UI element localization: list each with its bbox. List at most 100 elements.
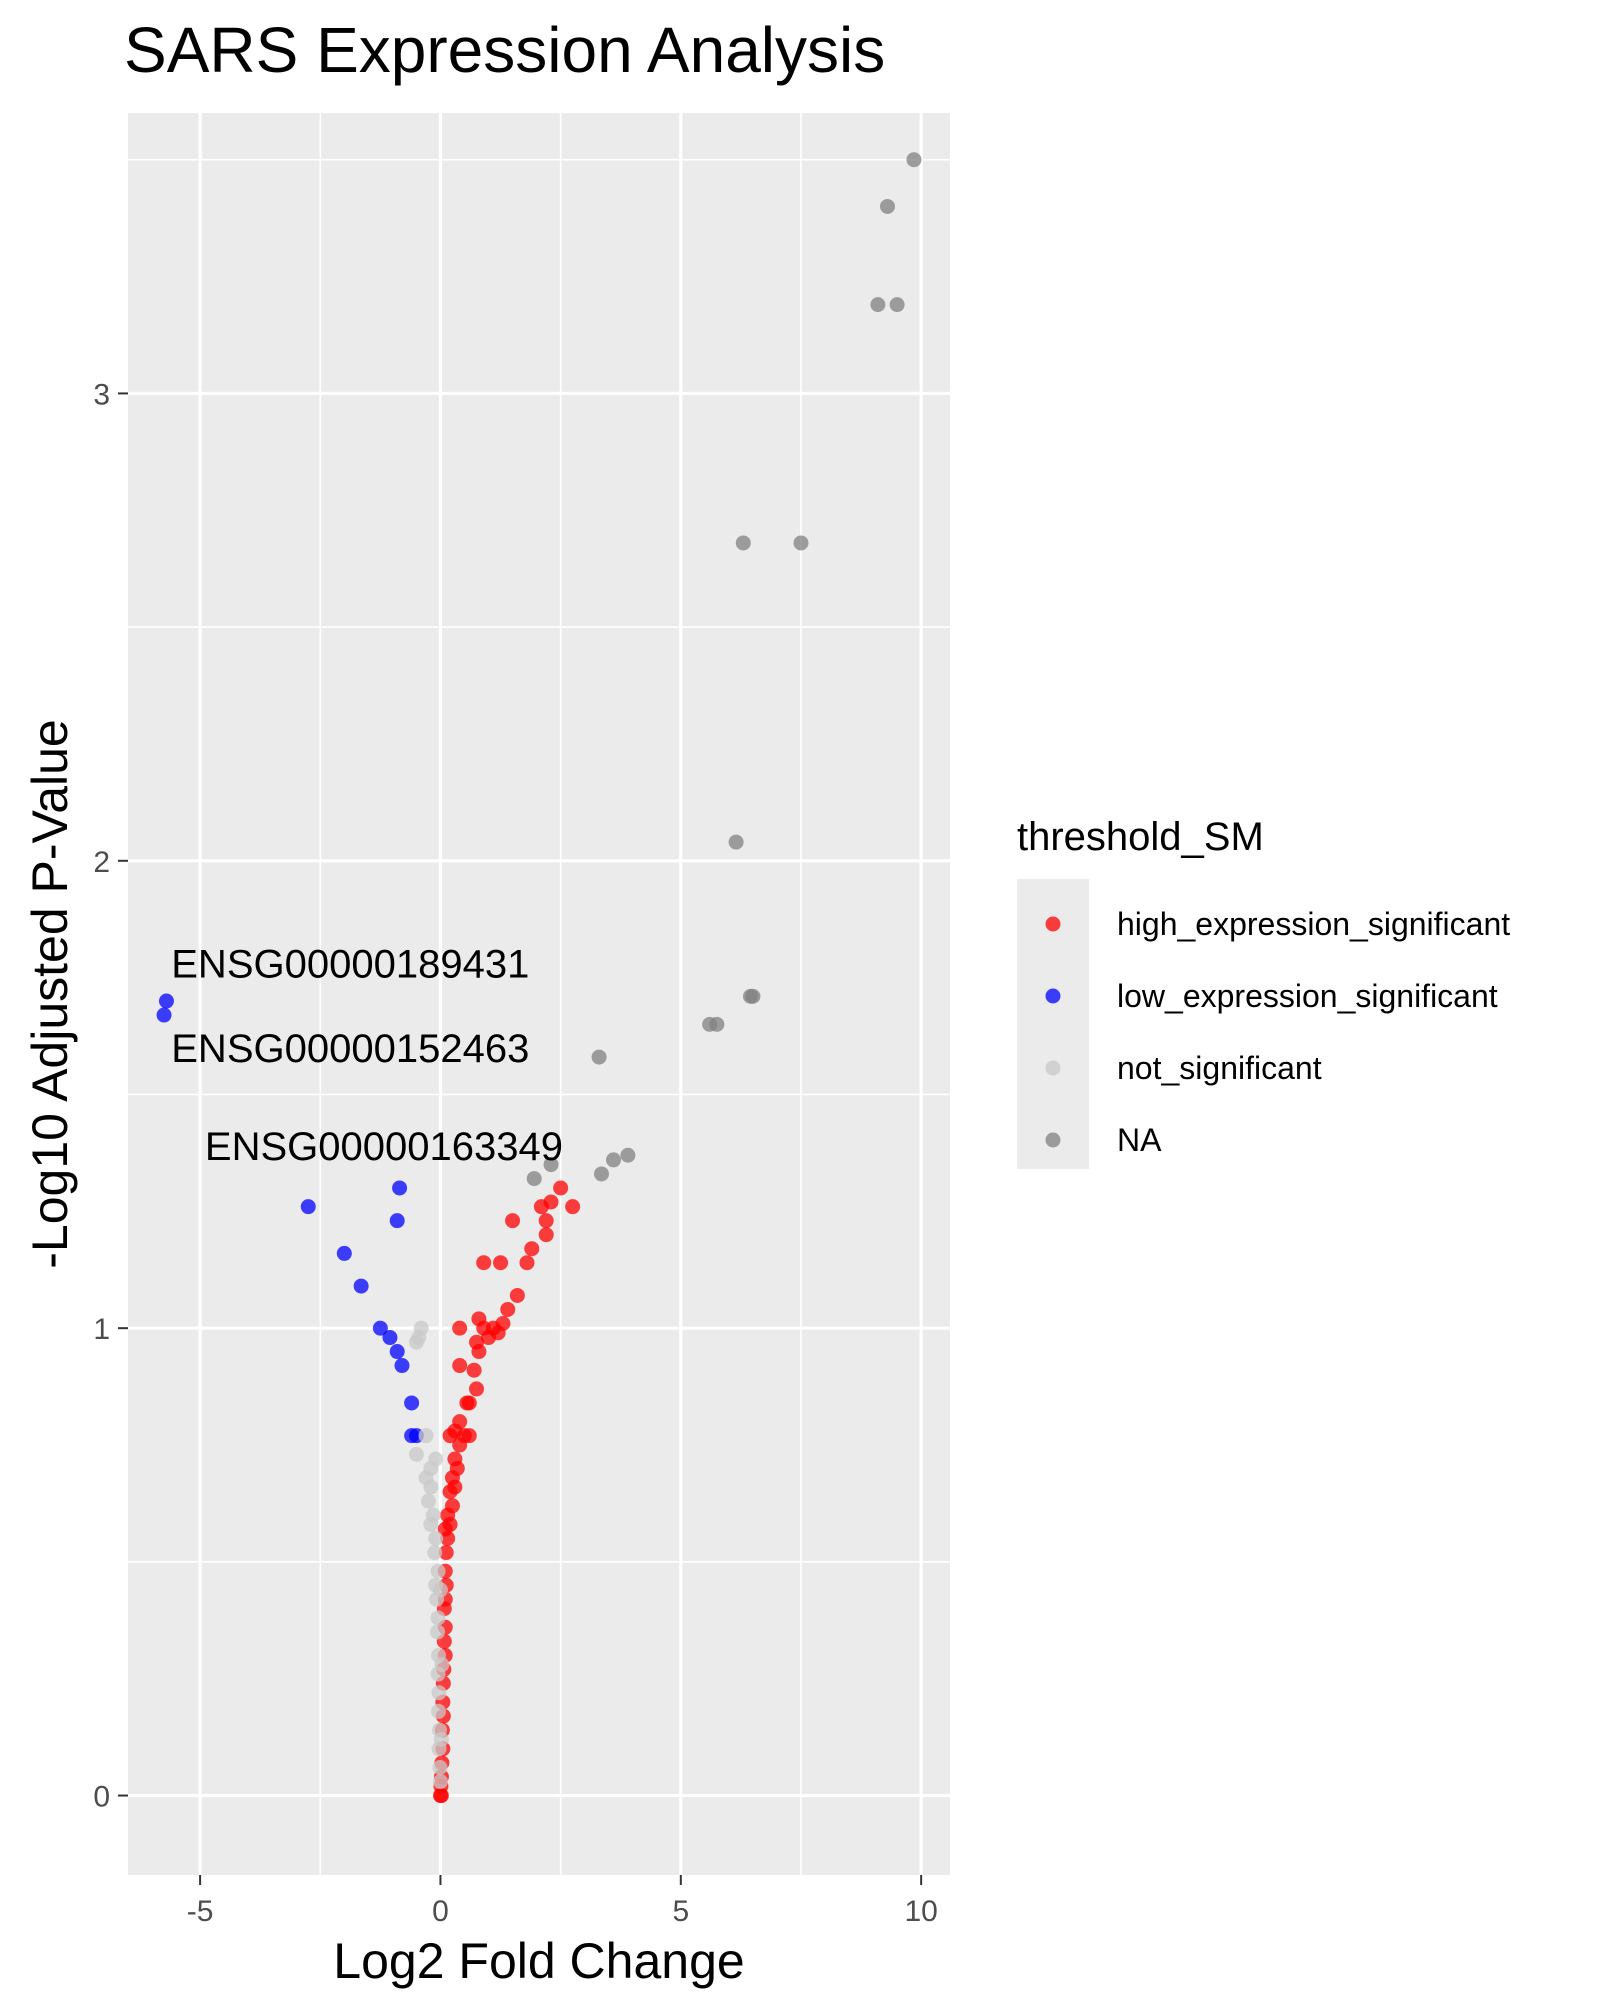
- data-point: [442, 1428, 458, 1444]
- data-point: [156, 1007, 172, 1023]
- data-point: [709, 1016, 725, 1032]
- data-point: [427, 1545, 443, 1561]
- data-point: [408, 1446, 424, 1462]
- data-point: [372, 1320, 388, 1336]
- x-tick-label: 0: [432, 1895, 449, 1928]
- data-point: [428, 1530, 444, 1546]
- data-point: [526, 1171, 542, 1187]
- series-high-expression-significant: [432, 1180, 581, 1804]
- data-point: [459, 1395, 475, 1411]
- data-point: [452, 1437, 468, 1453]
- y-tick-label: 3: [93, 378, 110, 411]
- data-point: [430, 1610, 446, 1626]
- y-tick-label: 0: [93, 1781, 110, 1814]
- data-point: [300, 1199, 316, 1215]
- legend: threshold_SM high_expression_significant…: [1017, 815, 1510, 1169]
- data-point: [906, 152, 922, 168]
- data-point: [889, 297, 905, 313]
- data-point: [495, 1315, 511, 1331]
- data-point: [431, 1685, 447, 1701]
- y-tick-label: 2: [93, 846, 110, 879]
- data-point: [432, 1582, 448, 1598]
- data-point: [593, 1166, 609, 1182]
- legend-items: high_expression_significant low_expressio…: [1045, 906, 1510, 1158]
- data-point: [476, 1255, 492, 1271]
- data-point: [538, 1227, 554, 1243]
- legend-label: high_expression_significant: [1117, 906, 1510, 942]
- legend-title: threshold_SM: [1017, 815, 1264, 859]
- data-point: [524, 1241, 540, 1257]
- data-point: [392, 1180, 408, 1196]
- data-point: [461, 1428, 477, 1444]
- data-point: [519, 1255, 535, 1271]
- data-point: [430, 1624, 446, 1640]
- data-point: [538, 1213, 554, 1229]
- data-point: [433, 1731, 449, 1747]
- data-point: [440, 1530, 456, 1546]
- data-point: [606, 1152, 622, 1168]
- legend-key: [1045, 1132, 1061, 1148]
- legend-label: low_expression_significant: [1117, 978, 1498, 1014]
- data-points: [156, 152, 922, 1804]
- data-point: [591, 1049, 607, 1065]
- data-point: [423, 1479, 439, 1495]
- x-axis-title: Log2 Fold Change: [333, 1933, 744, 1989]
- point-annotations: ENSG00000189431 ENSG00000152463 ENSG000001…: [171, 943, 563, 1169]
- data-point: [469, 1381, 485, 1397]
- data-point: [336, 1245, 352, 1261]
- data-point: [158, 993, 174, 1009]
- data-point: [471, 1344, 487, 1360]
- data-point: [382, 1330, 398, 1346]
- grid-minor: [128, 113, 950, 1875]
- legend-label: NA: [1117, 1122, 1162, 1158]
- data-point: [433, 1788, 449, 1804]
- data-point: [389, 1344, 405, 1360]
- data-point: [728, 834, 744, 850]
- x-axis: -5 0 5 10: [187, 1875, 938, 1928]
- data-point: [500, 1301, 516, 1317]
- data-point: [880, 198, 896, 214]
- series-NA: [526, 152, 922, 1187]
- data-point: [431, 1703, 447, 1719]
- data-point: [428, 1451, 444, 1467]
- data-point: [452, 1320, 468, 1336]
- legend-label: not_significant: [1117, 1050, 1322, 1086]
- legend-key: [1045, 1060, 1061, 1076]
- data-point: [745, 988, 761, 1004]
- x-tick-label: 5: [672, 1895, 689, 1928]
- data-point: [432, 1760, 448, 1776]
- data-point: [432, 1774, 448, 1790]
- y-tick-label: 1: [93, 1313, 110, 1346]
- data-point: [553, 1180, 569, 1196]
- data-point: [353, 1278, 369, 1294]
- data-point: [394, 1358, 410, 1374]
- x-tick-label: 10: [904, 1895, 937, 1928]
- y-axis-title: -Log10 Adjusted P-Value: [22, 719, 78, 1268]
- point-annotation: ENSG00000152463: [171, 1027, 529, 1071]
- data-point: [430, 1563, 446, 1579]
- data-point: [793, 535, 809, 551]
- data-point: [442, 1484, 458, 1500]
- data-point: [466, 1362, 482, 1378]
- data-point: [493, 1255, 509, 1271]
- data-point: [870, 297, 886, 313]
- data-point: [505, 1213, 521, 1229]
- data-point: [434, 1657, 450, 1673]
- data-point: [389, 1213, 405, 1229]
- data-point: [411, 1330, 427, 1346]
- chart-title: SARS Expression Analysis: [124, 14, 885, 86]
- x-tick-label: -5: [187, 1895, 214, 1928]
- y-axis: 0 1 2 3: [93, 378, 128, 1814]
- data-point: [620, 1147, 636, 1163]
- data-point: [565, 1199, 581, 1215]
- plot-panel: [128, 113, 950, 1875]
- data-point: [452, 1358, 468, 1374]
- data-point: [418, 1428, 434, 1444]
- point-annotation: ENSG00000189431: [171, 943, 529, 987]
- data-point: [543, 1157, 559, 1173]
- data-point: [735, 535, 751, 551]
- point-annotation: ENSG00000163349: [205, 1125, 563, 1169]
- data-point: [533, 1199, 549, 1215]
- legend-key: [1045, 916, 1061, 932]
